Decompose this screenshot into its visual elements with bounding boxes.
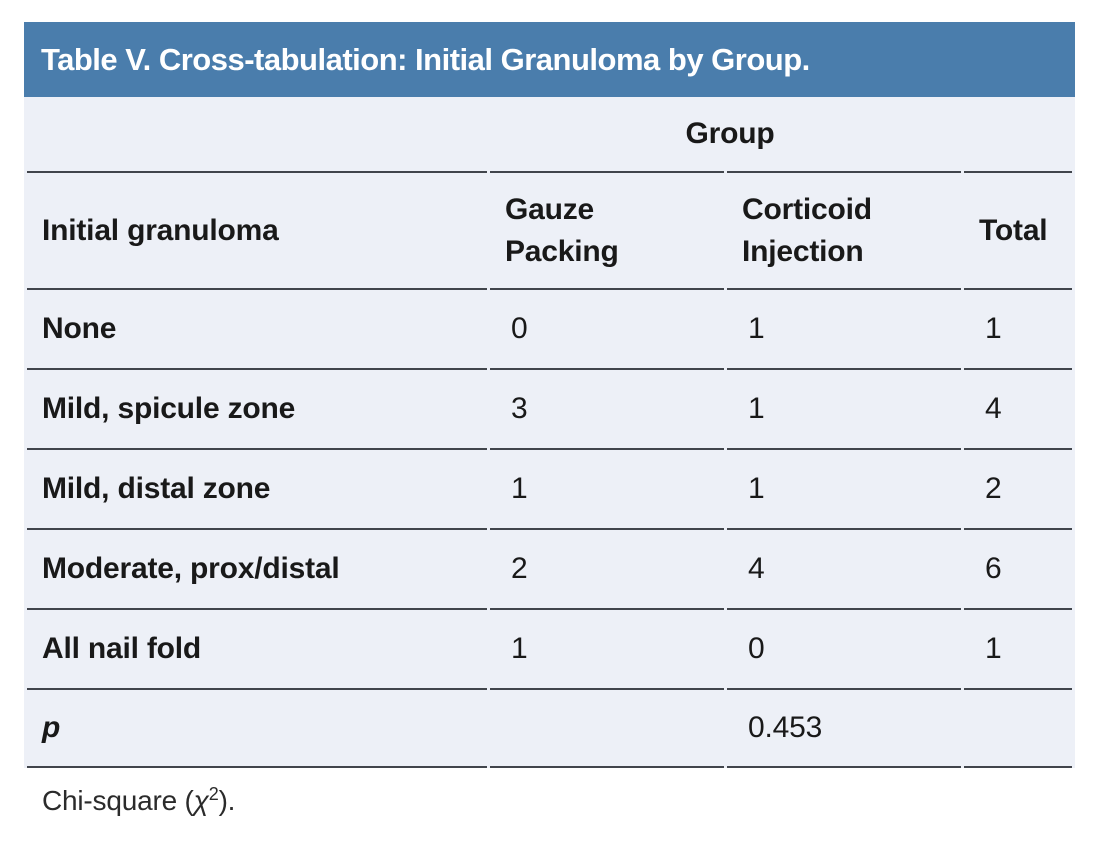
cell-value: 4: [964, 370, 1072, 450]
p-row-empty-total: [964, 690, 1072, 768]
cell-value: 3: [490, 370, 724, 450]
group-row-spacer-left: [27, 97, 487, 171]
p-row-label: p: [27, 690, 487, 768]
cell-value: 6: [964, 530, 1072, 610]
footnote-text: Chi-square (: [42, 785, 194, 816]
cell-value: 1: [727, 370, 961, 450]
table-title-bar: Table V. Cross-tabulation: Initial Granu…: [24, 22, 1075, 97]
cell-value: 0: [490, 290, 724, 370]
cross-tabulation-table: Table V. Cross-tabulation: Initial Granu…: [24, 22, 1075, 817]
cell-value: 1: [490, 450, 724, 530]
column-header-total: Total: [964, 171, 1072, 290]
table-row-all-nail-fold: All nail fold 1 0 1: [27, 610, 1072, 690]
group-header-cell: Group: [490, 97, 961, 171]
group-header-row: Group: [27, 97, 1072, 171]
chi-exponent: 2: [208, 784, 219, 804]
row-label: Mild, distal zone: [27, 450, 487, 530]
chi-symbol: χ: [193, 785, 209, 816]
p-row-empty-gauze: [490, 690, 724, 768]
column-header-gauze-packing: Gauze Packing: [490, 171, 724, 290]
cell-value: 1: [964, 290, 1072, 370]
cell-value: 1: [490, 610, 724, 690]
table-footnote: Chi-square (χ2).: [24, 784, 1075, 817]
table-row-mild-spicule: Mild, spicule zone 3 1 4: [27, 370, 1072, 450]
column-header-initial-granuloma: Initial granuloma: [27, 171, 487, 290]
table-body: Group Initial granuloma Gauze Packing Co…: [24, 97, 1075, 768]
column-header-row: Initial granuloma Gauze Packing Corticoi…: [27, 171, 1072, 290]
cell-value: 2: [490, 530, 724, 610]
cell-value: 4: [727, 530, 961, 610]
table-title: Table V. Cross-tabulation: Initial Granu…: [41, 41, 810, 77]
cell-value: 0: [727, 610, 961, 690]
table-row-mild-distal: Mild, distal zone 1 1 2: [27, 450, 1072, 530]
p-value-row: p 0.453: [27, 690, 1072, 768]
table-row-moderate: Moderate, prox/distal 2 4 6: [27, 530, 1072, 610]
cell-value: 1: [727, 450, 961, 530]
group-row-spacer-right: [964, 97, 1072, 171]
p-value: 0.453: [727, 690, 961, 768]
cell-value: 1: [964, 610, 1072, 690]
column-header-corticoid-injection: Corticoid Injection: [727, 171, 961, 290]
row-label: None: [27, 290, 487, 370]
cell-value: 2: [964, 450, 1072, 530]
table-row-none: None 0 1 1: [27, 290, 1072, 370]
row-label: Moderate, prox/distal: [27, 530, 487, 610]
footnote-text-suffix: ).: [218, 785, 236, 816]
row-label: Mild, spicule zone: [27, 370, 487, 450]
cell-value: 1: [727, 290, 961, 370]
row-label: All nail fold: [27, 610, 487, 690]
